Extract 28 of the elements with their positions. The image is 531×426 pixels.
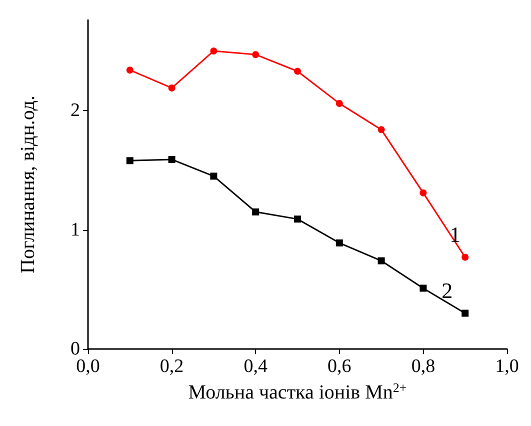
point <box>462 310 469 317</box>
point <box>210 172 218 180</box>
point <box>420 189 427 196</box>
point <box>294 68 301 75</box>
point <box>252 208 260 216</box>
x-tick-label: 0,6 <box>328 356 352 377</box>
point <box>126 157 134 164</box>
point <box>168 84 176 92</box>
x-tick-label: 0,2 <box>160 356 184 377</box>
point <box>252 51 260 58</box>
point <box>294 216 301 223</box>
point <box>168 156 176 163</box>
point <box>378 257 385 264</box>
y-tick-label: 1 <box>70 219 80 240</box>
point <box>336 100 343 107</box>
x-tick-label: 0,4 <box>244 356 268 377</box>
x-tick-label: 0,8 <box>411 356 436 377</box>
x-tick-label: 1,0 <box>495 356 519 377</box>
y-tick-label: 2 <box>70 100 80 122</box>
series-label: 2 <box>442 278 453 304</box>
point <box>420 284 427 292</box>
series-label: 1 <box>450 222 461 248</box>
point <box>336 239 343 246</box>
point <box>210 47 218 54</box>
y-axis-title: Поглинання, відн.од. <box>17 96 39 274</box>
point <box>126 66 134 74</box>
point <box>378 126 385 134</box>
point <box>462 254 469 261</box>
